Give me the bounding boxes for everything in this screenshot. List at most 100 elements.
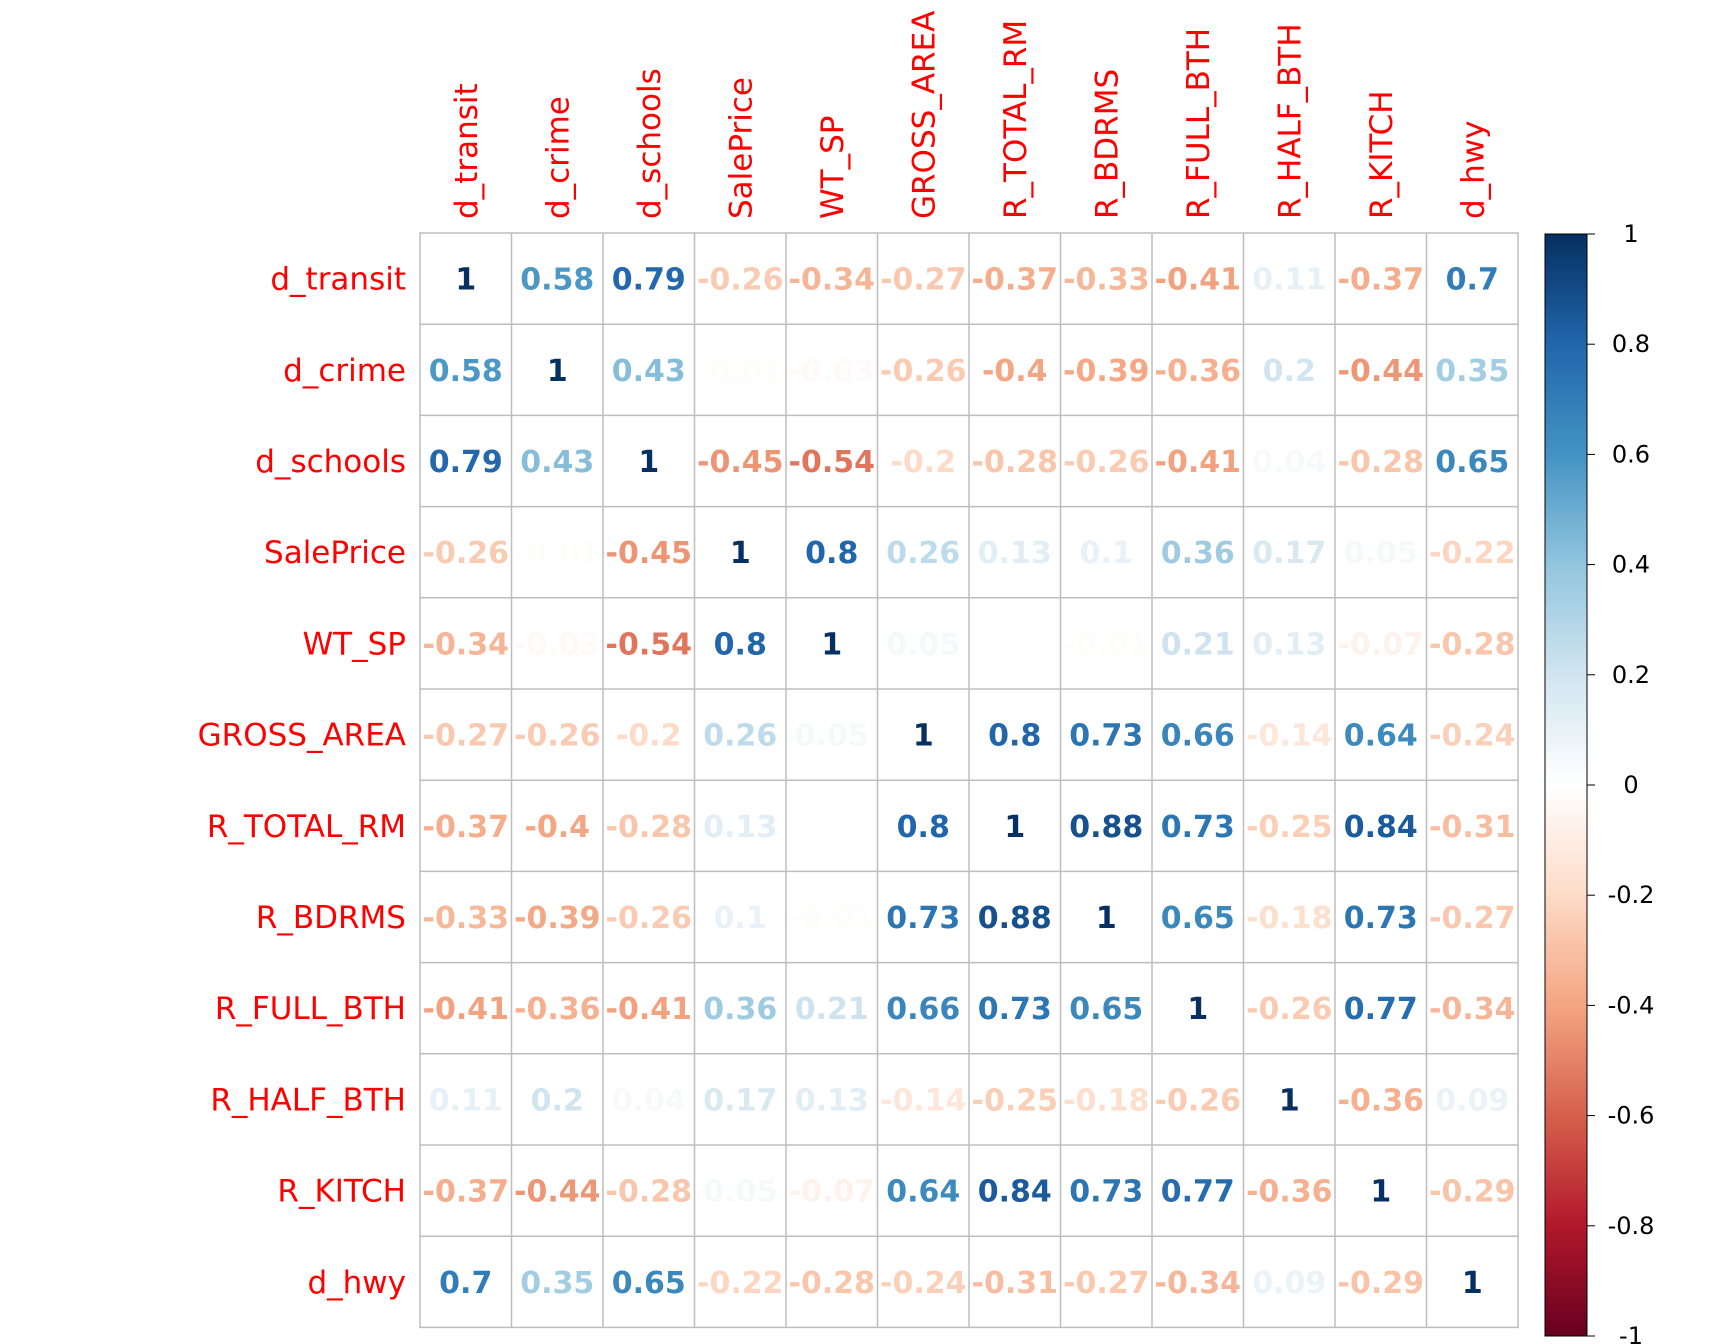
cell-value-d_hwy-R_TOTAL_RM: -0.31 xyxy=(972,1266,1058,1301)
cell-value-R_HALF_BTH-R_TOTAL_RM: -0.25 xyxy=(972,1083,1058,1118)
cell-value-R_FULL_BTH-SalePrice: 0.36 xyxy=(703,992,777,1027)
cell-value-R_BDRMS-R_TOTAL_RM: 0.88 xyxy=(978,901,1052,936)
cell-value-R_FULL_BTH-R_BDRMS: 0.65 xyxy=(1069,992,1143,1027)
row-label: R_BDRMS xyxy=(256,900,406,936)
cell-value-R_HALF_BTH-d_crime: 0.2 xyxy=(531,1083,584,1118)
column-labels: d_transit d_crime d_schools SalePrice WT_SP G… xyxy=(449,11,1492,219)
cell-value-R_HALF_BTH-GROSS_AREA: -0.14 xyxy=(880,1083,966,1118)
colorbar-tick-label: -0.6 xyxy=(1608,1102,1655,1130)
cell-value-d_hwy-R_KITCH: -0.29 xyxy=(1338,1266,1424,1301)
cell-value-R_TOTAL_RM-R_BDRMS: 0.88 xyxy=(1069,810,1143,845)
cell-value-R_FULL_BTH-GROSS_AREA: 0.66 xyxy=(886,992,960,1027)
cell-value-R_KITCH-d_schools: -0.28 xyxy=(606,1175,692,1210)
cell-value-d_hwy-d_hwy: 1 xyxy=(1462,1266,1483,1301)
cell-value-d_schools-R_FULL_BTH: -0.41 xyxy=(1155,445,1241,480)
column-label: R_HALF_BTH xyxy=(1272,23,1308,219)
cell-value-d_hwy-R_HALF_BTH: 0.09 xyxy=(1252,1266,1326,1301)
cell-value-R_BDRMS-d_schools: -0.26 xyxy=(606,901,692,936)
cell-value-R_KITCH-R_TOTAL_RM: 0.84 xyxy=(978,1175,1052,1210)
cell-value-WT_SP-WT_SP: 1 xyxy=(821,627,842,662)
row-label: d_transit xyxy=(270,262,406,298)
cell-value-SalePrice-R_HALF_BTH: 0.17 xyxy=(1252,536,1326,571)
cell-value-d_crime-GROSS_AREA: -0.26 xyxy=(880,354,966,389)
cell-value-R_FULL_BTH-R_KITCH: 0.77 xyxy=(1344,992,1418,1027)
colorbar-tick-label: 0.8 xyxy=(1612,330,1650,358)
colorbar-tick-label: 0.2 xyxy=(1612,661,1650,689)
cell-value-WT_SP-R_FULL_BTH: 0.21 xyxy=(1161,627,1235,662)
cell-value-R_KITCH-d_crime: -0.44 xyxy=(514,1175,600,1210)
row-label: R_FULL_BTH xyxy=(215,991,406,1027)
cell-value-d_transit-d_hwy: 0.7 xyxy=(1446,263,1499,298)
cell-value-WT_SP-R_BDRMS: -0.01 xyxy=(1063,627,1149,662)
row-label: R_HALF_BTH xyxy=(210,1082,406,1118)
cell-value-SalePrice-GROSS_AREA: 0.26 xyxy=(886,536,960,571)
column-label: SalePrice xyxy=(723,77,759,219)
cell-value-GROSS_AREA-R_TOTAL_RM: 0.8 xyxy=(988,719,1041,754)
cell-value-SalePrice-d_hwy: -0.22 xyxy=(1429,536,1515,571)
cell-value-R_HALF_BTH-R_BDRMS: -0.18 xyxy=(1063,1083,1149,1118)
cell-value-d_hwy-d_transit: 0.7 xyxy=(439,1266,492,1301)
cell-value-d_transit-d_crime: 0.58 xyxy=(520,263,594,298)
cell-value-R_TOTAL_RM-R_FULL_BTH: 0.73 xyxy=(1161,810,1235,845)
cell-value-GROSS_AREA-WT_SP: 0.05 xyxy=(795,719,869,754)
cell-value-d_schools-SalePrice: -0.45 xyxy=(697,445,783,480)
cell-value-d_transit-d_transit: 1 xyxy=(455,263,476,298)
cell-value-SalePrice-R_TOTAL_RM: 0.13 xyxy=(978,536,1052,571)
cell-value-d_transit-R_BDRMS: -0.33 xyxy=(1063,263,1149,298)
cell-value-R_HALF_BTH-R_HALF_BTH: 1 xyxy=(1279,1083,1300,1118)
cell-value-R_BDRMS-R_KITCH: 0.73 xyxy=(1344,901,1418,936)
heatmap-grid xyxy=(419,232,1519,1329)
cell-value-R_TOTAL_RM-SalePrice: 0.13 xyxy=(703,810,777,845)
cell-value-d_transit-R_KITCH: -0.37 xyxy=(1338,263,1424,298)
cell-value-SalePrice-R_BDRMS: 0.1 xyxy=(1080,536,1133,571)
cell-value-d_transit-R_HALF_BTH: 0.11 xyxy=(1252,263,1326,298)
cell-value-R_HALF_BTH-SalePrice: 0.17 xyxy=(703,1083,777,1118)
cell-value-R_BDRMS-GROSS_AREA: 0.73 xyxy=(886,901,960,936)
cell-value-d_schools-R_HALF_BTH: 0.04 xyxy=(1252,445,1326,480)
column-label: R_FULL_BTH xyxy=(1181,28,1217,219)
cell-value-R_TOTAL_RM-GROSS_AREA: 0.8 xyxy=(897,810,950,845)
column-label: R_BDRMS xyxy=(1089,69,1125,219)
cell-value-R_FULL_BTH-d_crime: -0.36 xyxy=(514,992,600,1027)
cell-value-d_crime-R_BDRMS: -0.39 xyxy=(1063,354,1149,389)
cell-value-R_KITCH-GROSS_AREA: 0.64 xyxy=(886,1175,960,1210)
cell-values: 1 0.58 0.79 -0.26 -0.34 -0.27 -0.37 -0.33 -0.41 0… xyxy=(423,263,1516,1301)
cell-value-R_FULL_BTH-R_HALF_BTH: -0.26 xyxy=(1246,992,1332,1027)
cell-value-R_KITCH-R_HALF_BTH: -0.36 xyxy=(1246,1175,1332,1210)
row-label: d_schools xyxy=(255,444,406,480)
cell-value-R_HALF_BTH-R_KITCH: -0.36 xyxy=(1338,1083,1424,1118)
cell-value-R_HALF_BTH-WT_SP: 0.13 xyxy=(795,1083,869,1118)
cell-value-R_HALF_BTH-R_FULL_BTH: -0.26 xyxy=(1155,1083,1241,1118)
cell-value-R_TOTAL_RM-R_TOTAL_RM: 1 xyxy=(1004,810,1025,845)
cell-value-R_KITCH-R_FULL_BTH: 0.77 xyxy=(1161,1175,1235,1210)
cell-value-R_BDRMS-d_hwy: -0.27 xyxy=(1429,901,1515,936)
colorbar-tick-label: 0.4 xyxy=(1612,551,1650,579)
cell-value-d_hwy-d_schools: 0.65 xyxy=(612,1266,686,1301)
cell-value-R_KITCH-R_KITCH: 1 xyxy=(1370,1175,1391,1210)
row-label: d_crime xyxy=(283,353,406,389)
cell-value-R_BDRMS-R_BDRMS: 1 xyxy=(1096,901,1117,936)
cell-value-d_crime-R_KITCH: -0.44 xyxy=(1338,354,1424,389)
cell-value-R_BDRMS-d_crime: -0.39 xyxy=(514,901,600,936)
cell-value-GROSS_AREA-R_BDRMS: 0.73 xyxy=(1069,719,1143,754)
cell-value-d_hwy-d_crime: 0.35 xyxy=(520,1266,594,1301)
cell-value-R_FULL_BTH-R_FULL_BTH: 1 xyxy=(1187,992,1208,1027)
cell-value-d_crime-d_crime: 1 xyxy=(547,354,568,389)
colorbar-tick-label: -0.2 xyxy=(1608,881,1655,909)
cell-value-d_crime-WT_SP: -0.03 xyxy=(789,354,875,389)
cell-value-WT_SP-R_KITCH: -0.07 xyxy=(1338,627,1424,662)
colorbar-tick-label: 1 xyxy=(1623,220,1638,248)
cell-value-d_transit-d_schools: 0.79 xyxy=(612,263,686,298)
cell-value-GROSS_AREA-d_crime: -0.26 xyxy=(514,719,600,754)
row-label: R_KITCH xyxy=(277,1174,406,1210)
cell-value-R_KITCH-R_BDRMS: 0.73 xyxy=(1069,1175,1143,1210)
cell-value-d_schools-d_schools: 1 xyxy=(638,445,659,480)
cell-value-d_hwy-WT_SP: -0.28 xyxy=(789,1266,875,1301)
cell-value-SalePrice-d_schools: -0.45 xyxy=(606,536,692,571)
column-label: d_hwy xyxy=(1455,120,1491,219)
cell-value-R_BDRMS-SalePrice: 0.1 xyxy=(714,901,767,936)
cell-value-d_schools-R_TOTAL_RM: -0.28 xyxy=(972,445,1058,480)
cell-value-d_hwy-R_BDRMS: -0.27 xyxy=(1063,1266,1149,1301)
cell-value-d_schools-d_transit: 0.79 xyxy=(429,445,503,480)
cell-value-R_HALF_BTH-d_hwy: 0.09 xyxy=(1435,1083,1509,1118)
